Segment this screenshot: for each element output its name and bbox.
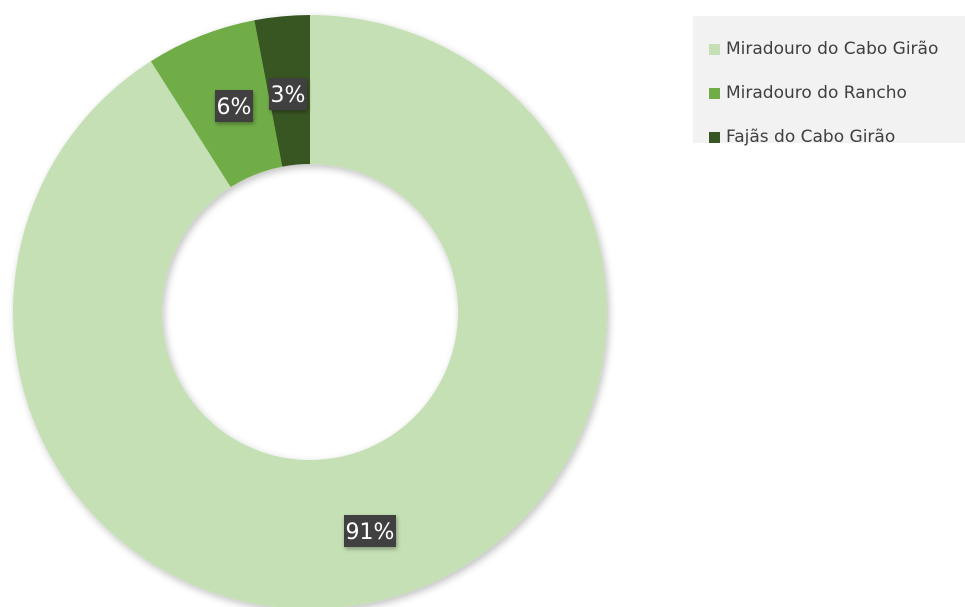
data-label-text-1: 91% (346, 520, 395, 545)
data-label-1: 91% (344, 515, 396, 547)
data-label-box-3 (269, 78, 307, 110)
legend-item-1: Miradouro do Cabo Girão (709, 36, 938, 62)
data-label-box-2 (215, 90, 253, 122)
legend-swatch-2 (709, 87, 720, 99)
data-labels: 91% 6% 3% (215, 78, 396, 547)
legend-item-3: Fajãs do Cabo Girão (709, 124, 895, 150)
legend: Miradouro do Cabo Girão Miradouro do Ran… (693, 16, 965, 147)
donut-slices (13, 15, 607, 607)
legend-swatch-3 (709, 131, 720, 143)
data-label-2: 6% (215, 90, 253, 122)
data-label-box-1 (344, 515, 396, 547)
legend-label-3: Fajãs do Cabo Girão (726, 127, 896, 147)
legend-swatch-1 (709, 43, 720, 55)
data-label-3: 3% (269, 78, 307, 110)
data-label-text-2: 6% (217, 95, 252, 120)
legend-item-2: Miradouro do Rancho (709, 80, 907, 106)
data-label-text-3: 3% (271, 83, 306, 108)
donut-slice-1 (13, 15, 607, 607)
legend-label-1: Miradouro do Cabo Girão (726, 39, 939, 59)
legend-label-2: Miradouro do Rancho (726, 83, 907, 103)
